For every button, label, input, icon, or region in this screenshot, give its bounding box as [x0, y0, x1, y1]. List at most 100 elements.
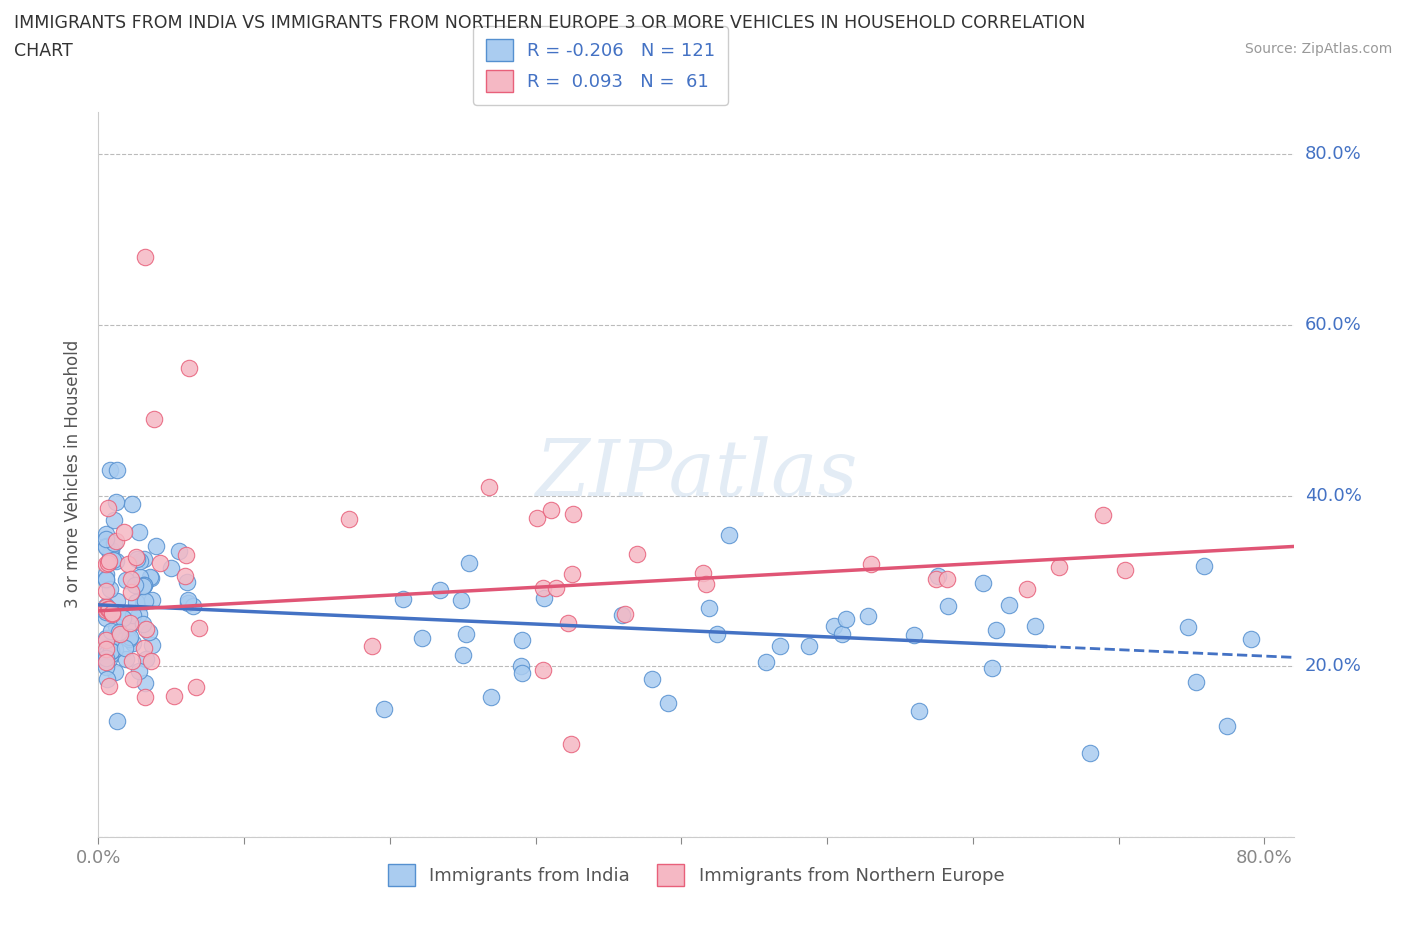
Point [141, 592, 163, 607]
Point [100, 462, 122, 477]
Point [373, 701, 395, 716]
Point [139, 654, 162, 669]
Point [100, 542, 122, 557]
Point [181, 598, 204, 613]
Point [134, 593, 156, 608]
Point [510, 633, 533, 648]
Point [131, 617, 153, 631]
Point [128, 663, 150, 678]
Point [561, 566, 583, 581]
Point [94, 646, 117, 661]
Point [456, 627, 478, 642]
Point [100, 646, 122, 661]
Point [1080, 746, 1102, 761]
Point [94, 655, 117, 670]
Point [105, 495, 128, 510]
Point [96, 639, 118, 654]
Point [98, 602, 121, 617]
Point [98, 581, 121, 596]
Point [641, 671, 664, 686]
Point [94, 573, 117, 588]
Point [1177, 619, 1199, 634]
Point [122, 635, 145, 650]
Point [695, 577, 717, 591]
Point [823, 618, 845, 633]
Point [104, 554, 127, 569]
Point [831, 627, 853, 642]
Point [97, 602, 120, 617]
Point [138, 625, 160, 640]
Point [972, 576, 994, 591]
Point [1024, 618, 1046, 633]
Point [512, 666, 534, 681]
Point [103, 536, 125, 551]
Point [128, 525, 150, 539]
Point [98, 641, 121, 656]
Y-axis label: 3 or more Vehicles in Household: 3 or more Vehicles in Household [65, 340, 83, 608]
Point [526, 511, 548, 525]
Point [176, 575, 198, 590]
Point [612, 607, 634, 622]
Point [936, 599, 959, 614]
Point [859, 556, 882, 571]
Point [97, 651, 120, 666]
Point [100, 644, 122, 658]
Point [94, 601, 117, 616]
Point [94, 659, 117, 674]
Point [755, 655, 778, 670]
Point [96, 672, 118, 687]
Legend: Immigrants from India, Immigrants from Northern Europe: Immigrants from India, Immigrants from N… [381, 857, 1011, 893]
Point [100, 623, 122, 638]
Point [94, 632, 117, 647]
Point [134, 578, 156, 592]
Point [145, 538, 167, 553]
Point [111, 610, 134, 625]
Point [174, 548, 197, 563]
Point [104, 618, 127, 633]
Point [1216, 719, 1239, 734]
Point [94, 631, 117, 645]
Point [927, 569, 949, 584]
Point [118, 616, 141, 631]
Point [128, 554, 150, 569]
Point [339, 512, 361, 526]
Point [188, 620, 211, 635]
Text: 80.0%: 80.0% [1305, 145, 1361, 164]
Point [121, 608, 143, 623]
Point [1240, 631, 1263, 646]
Point [134, 249, 156, 264]
Point [167, 543, 190, 558]
Point [94, 652, 117, 667]
Point [856, 608, 879, 623]
Text: 60.0%: 60.0% [1305, 316, 1361, 334]
Point [103, 553, 125, 568]
Point [998, 597, 1021, 612]
Point [557, 615, 579, 630]
Point [1192, 558, 1215, 573]
Point [104, 664, 127, 679]
Point [134, 675, 156, 690]
Point [450, 592, 472, 607]
Point [1091, 508, 1114, 523]
Point [134, 689, 156, 704]
Point [105, 593, 128, 608]
Point [132, 641, 155, 656]
Point [114, 641, 136, 656]
Point [626, 547, 648, 562]
Point [121, 654, 143, 669]
Point [1185, 674, 1208, 689]
Point [706, 626, 728, 641]
Point [907, 704, 929, 719]
Point [97, 500, 120, 515]
Point [94, 583, 117, 598]
Point [392, 592, 415, 607]
Point [96, 531, 118, 546]
Point [117, 621, 139, 636]
Text: Source: ZipAtlas.com: Source: ZipAtlas.com [1244, 42, 1392, 56]
Point [107, 625, 129, 640]
Point [96, 602, 118, 617]
Text: 40.0%: 40.0% [1305, 486, 1361, 505]
Point [981, 661, 1004, 676]
Point [118, 631, 141, 646]
Point [510, 658, 533, 673]
